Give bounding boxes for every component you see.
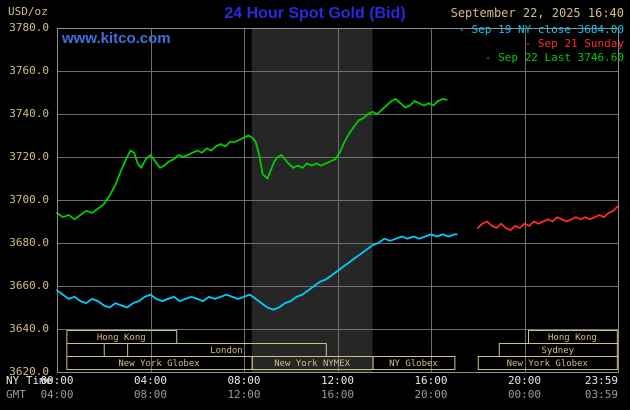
y-tick-label: 3720.0 (9, 150, 49, 163)
series-sep19-line (56, 233, 458, 311)
axis-name-label: NY Time (6, 374, 53, 387)
legend-item: - Sep 22 Last 3746.60 (458, 51, 624, 65)
x-tick-label: 04:00 (40, 388, 74, 401)
session-label: Sydney (542, 346, 575, 356)
y-tick-label: 3660.0 (9, 279, 49, 292)
x-tick-label: 16:00 (320, 388, 355, 401)
y-tick-label: 3780.0 (9, 21, 49, 34)
session-label: NY Globex (389, 359, 438, 369)
chart-title: 24 Hour Spot Gold (Bid) (224, 5, 406, 22)
x-tick-label: 08:00 (227, 374, 261, 387)
plot-border (57, 28, 619, 373)
legend-item: - Sep 19 NY close 3684.00 (458, 23, 624, 37)
x-tick-label: 08:00 (133, 388, 168, 401)
units-label: USD/oz (8, 5, 48, 18)
session-label: Hong Kong (548, 333, 597, 343)
y-tick-label: 3700.0 (9, 193, 49, 206)
x-tick-label: 20:00 (414, 388, 448, 401)
session-box (477, 356, 618, 370)
session-label: New York NYMEX (274, 359, 350, 369)
session-box (372, 356, 456, 370)
y-tick-label: 3680.0 (9, 236, 49, 249)
x-tick-label: 16:00 (414, 374, 448, 387)
session-label: New York Globex (118, 359, 200, 369)
x-tick-label: 23:59 (584, 374, 618, 387)
x-tick-label: 03:59 (584, 388, 618, 401)
x-tick-label: 20:00 (507, 374, 542, 387)
session-box (66, 343, 105, 357)
x-tick-label: 00:00 (507, 388, 542, 401)
axis-name-label: GMT (6, 388, 26, 401)
x-tick-label: 12:00 (320, 374, 355, 387)
x-tick-label: 04:00 (133, 374, 168, 387)
legend: - Sep 19 NY close 3684.00- Sep 21 Sunday… (458, 23, 624, 65)
y-tick-label: 3740.0 (9, 107, 49, 120)
x-tick-label: 12:00 (227, 388, 261, 401)
legend-label: Sep 19 NY close 3684.00 (471, 23, 624, 36)
session-label: New York Globex (507, 359, 589, 369)
y-axis-labels: 3780.0 3760.0 3740.0 3720.0 3700.0 3680.0 3660… (0, 0, 54, 410)
legend-label: Sep 22 Last 3746.60 (498, 51, 624, 64)
legend-label: Sep 21 Sunday (537, 37, 624, 50)
series-sep21-line (476, 205, 619, 232)
x-tick-label: 00:00 (40, 374, 74, 387)
session-box (66, 330, 178, 344)
session-label: London (210, 346, 243, 356)
x-axis-gmt: GMT 04:00 08:00 12:00 16:00 20:00 00:00 03:59 (0, 388, 630, 401)
y-tick-label: 3620.0 (9, 365, 49, 378)
y-tick-label: 3640.0 (9, 322, 49, 335)
kitco-link[interactable]: www.kitco.com (62, 30, 171, 47)
datetime-label: September 22, 2025 16:40 (450, 6, 624, 20)
session-label: Hong Kong (97, 333, 146, 343)
x-axis-ny-time: NY Time 00:00 04:00 08:00 12:00 16:00 20:00 23:… (0, 374, 630, 387)
legend-dash-icon: - (484, 51, 499, 64)
legend-dash-icon: - (524, 37, 538, 50)
y-tick-label: 3760.0 (9, 64, 49, 77)
legend-dash-icon: - (458, 23, 472, 36)
series-sep22-line (56, 98, 448, 221)
legend-item: - Sep 21 Sunday (458, 37, 624, 51)
